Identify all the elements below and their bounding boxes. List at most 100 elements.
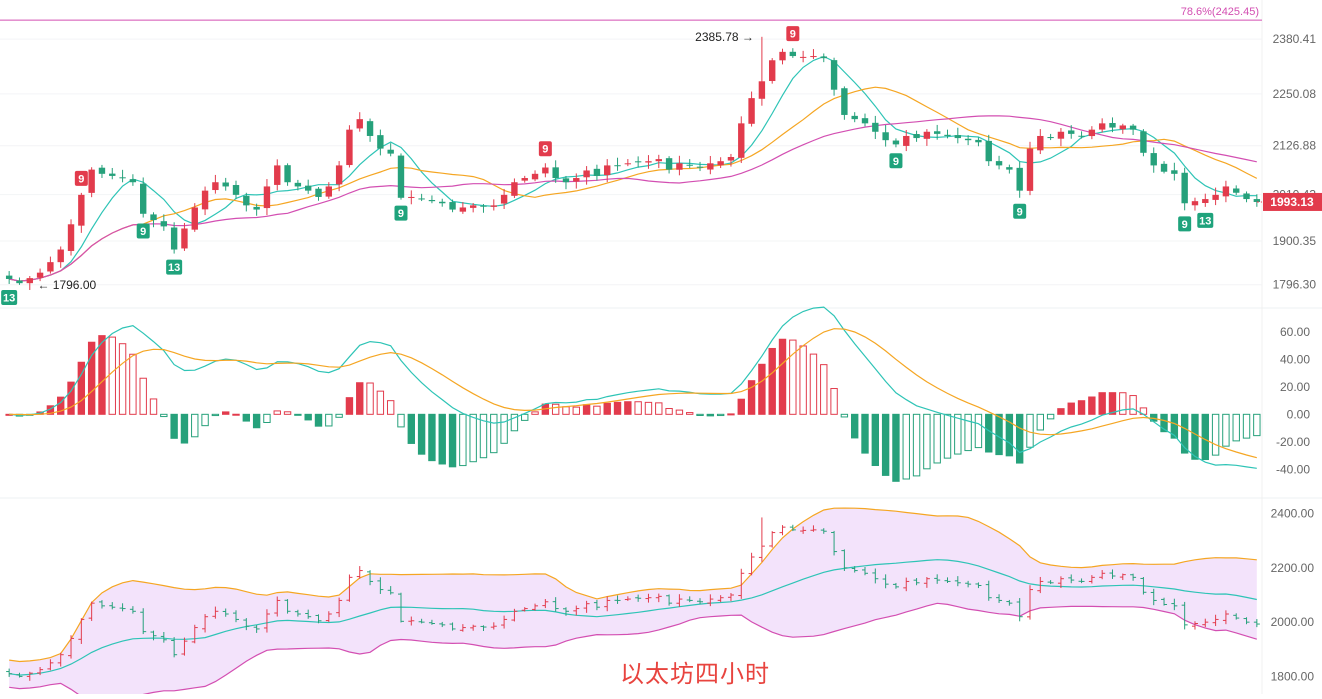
macd-histogram-bar bbox=[149, 398, 158, 415]
candle-body bbox=[521, 178, 528, 181]
candle-body bbox=[1006, 167, 1013, 170]
macd-histogram-bar bbox=[531, 411, 539, 415]
candle-body bbox=[1068, 130, 1075, 134]
candle-body bbox=[1233, 188, 1240, 193]
macd-histogram-bar bbox=[335, 413, 343, 418]
macd-histogram-bar bbox=[830, 388, 838, 415]
macd-histogram-bar bbox=[376, 390, 385, 415]
candle-body bbox=[1222, 186, 1230, 197]
macd-histogram-bar bbox=[716, 413, 725, 417]
td-marker-label: 9 bbox=[542, 144, 548, 156]
candle-body bbox=[1078, 135, 1085, 137]
boll-tick-label: 2400.00 bbox=[1271, 507, 1315, 521]
macd-histogram-bar bbox=[747, 380, 756, 415]
macd-histogram-bar bbox=[1191, 413, 1199, 460]
candle-body bbox=[1181, 172, 1188, 204]
ma-line-ma1 bbox=[9, 55, 1257, 282]
candle-body bbox=[304, 185, 312, 191]
candle-body bbox=[449, 202, 456, 210]
macd-histogram-bar bbox=[686, 412, 694, 415]
macd-histogram-bar bbox=[902, 413, 910, 480]
td-marker-box bbox=[786, 26, 800, 42]
macd-histogram-bar bbox=[366, 382, 374, 415]
candle-body bbox=[397, 155, 405, 198]
macd-histogram-bar bbox=[1015, 413, 1024, 464]
candle-body bbox=[181, 228, 188, 249]
td-marker-label: 9 bbox=[78, 173, 84, 185]
macd-histogram-bar bbox=[1005, 413, 1014, 457]
macd-histogram-bar bbox=[881, 413, 890, 476]
macd-histogram-bar bbox=[438, 413, 446, 465]
candle-body bbox=[923, 131, 931, 139]
boll-upper-line bbox=[9, 507, 1257, 663]
macd-histogram-bar bbox=[490, 413, 498, 454]
macd-histogram-bar bbox=[1036, 413, 1044, 431]
last-price-label: 1993.13 bbox=[1270, 195, 1314, 209]
candle-body bbox=[325, 186, 333, 197]
candle-body bbox=[903, 135, 910, 146]
macd-histogram-bar bbox=[871, 413, 880, 467]
candle-body bbox=[243, 195, 250, 206]
td-marker: 13 bbox=[1, 289, 18, 305]
candle-body bbox=[335, 165, 343, 185]
candle-body bbox=[469, 205, 477, 208]
macd-histogram-bar bbox=[180, 413, 189, 444]
candle-body bbox=[738, 123, 745, 158]
macd-histogram-bar bbox=[98, 335, 106, 415]
candle-body bbox=[1253, 199, 1261, 203]
candle-body bbox=[263, 186, 271, 209]
candle-body bbox=[1047, 137, 1054, 139]
macd-histogram-bar bbox=[809, 353, 818, 415]
ma-line-ma2 bbox=[9, 86, 1258, 282]
macd-histogram-bar bbox=[1222, 413, 1230, 447]
td-marker-box bbox=[1, 289, 18, 305]
td-marker: 9 bbox=[1178, 216, 1192, 232]
td-marker-label: 9 bbox=[893, 156, 899, 168]
candle-body bbox=[284, 165, 291, 183]
td-marker: 9 bbox=[136, 223, 150, 239]
candle-body bbox=[769, 60, 776, 82]
macd-histogram-bar bbox=[232, 413, 240, 416]
td-marker-box bbox=[1013, 203, 1027, 219]
price-tick-label: 2250.08 bbox=[1273, 87, 1317, 101]
macd-histogram-bar bbox=[675, 409, 684, 415]
macd-histogram-bar bbox=[912, 413, 921, 477]
candle-body bbox=[624, 163, 632, 165]
macd-histogram-bar bbox=[345, 397, 354, 415]
ma-line-ma3 bbox=[9, 115, 1257, 282]
macd-histogram-bar bbox=[479, 413, 488, 459]
macd-histogram-bar bbox=[273, 410, 281, 415]
td-marker: 13 bbox=[1197, 212, 1214, 228]
candle-body bbox=[985, 140, 992, 162]
price-tick-label: 1900.35 bbox=[1273, 234, 1317, 248]
td-marker-box bbox=[538, 141, 552, 157]
macd-histogram-bar bbox=[1242, 413, 1251, 439]
candle-body bbox=[1098, 123, 1106, 130]
td-marker-label: 9 bbox=[140, 226, 146, 238]
td-marker-box bbox=[1178, 216, 1192, 232]
td-marker-label: 9 bbox=[398, 208, 404, 220]
candle-body bbox=[789, 51, 797, 57]
candle-body bbox=[717, 161, 724, 166]
candle-body bbox=[975, 139, 982, 143]
macd-histogram-bar bbox=[242, 413, 251, 422]
low-annotation: ← 1796.00 bbox=[37, 278, 96, 292]
macd-histogram-bar bbox=[510, 413, 519, 432]
macd-histogram-bar bbox=[933, 413, 941, 464]
macd-histogram-bar bbox=[820, 364, 828, 415]
macd-histogram-bar bbox=[1046, 413, 1055, 420]
macd-histogram-bar bbox=[985, 413, 993, 453]
macd-histogram-bar bbox=[521, 413, 529, 421]
macd-tick-label: 0.00 bbox=[1287, 407, 1311, 421]
candle-body bbox=[1202, 199, 1209, 203]
candle-body bbox=[542, 167, 549, 174]
candle-body bbox=[995, 161, 1003, 166]
boll-tick-label: 2000.00 bbox=[1271, 615, 1315, 629]
candle-body bbox=[480, 205, 487, 207]
macd-tick-label: 40.00 bbox=[1280, 352, 1310, 366]
candle-body bbox=[16, 280, 23, 284]
macd-histogram-bar bbox=[1160, 413, 1168, 433]
candle-body bbox=[593, 168, 601, 176]
candle-body bbox=[604, 165, 611, 176]
